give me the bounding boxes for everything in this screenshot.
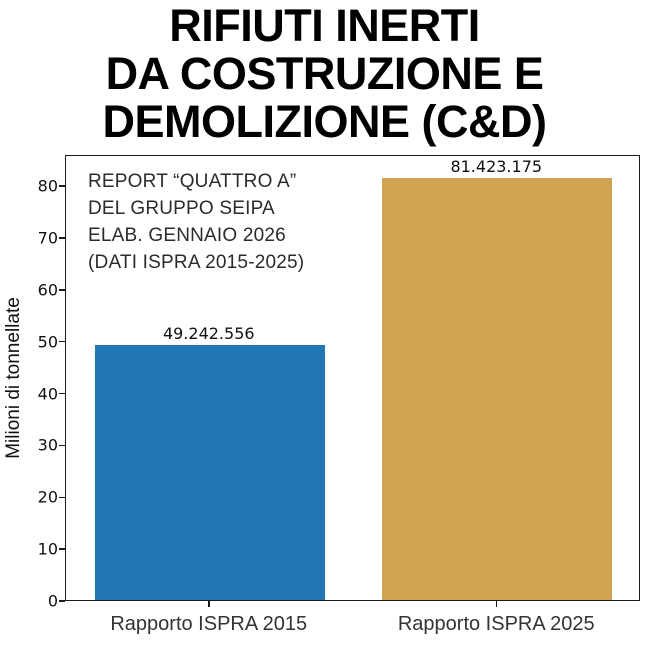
y-tick-mark (59, 185, 65, 187)
y-tick-mark (59, 289, 65, 291)
y-tick-mark (59, 444, 65, 447)
annotation-line-3: ELAB. GENNAIO 2026 (88, 225, 286, 246)
y-tick-mark (59, 237, 65, 239)
x-tick-label-1: Rapporto ISPRA 2015 (110, 613, 308, 635)
chart-title-line-1: RIFIUTI INERTI (169, 0, 480, 51)
x-tick-label-2: Rapporto ISPRA 2025 (397, 613, 595, 635)
y-tick-label-60: 60 (37, 280, 58, 300)
y-tick-label-20: 20 (37, 487, 58, 507)
y-tick-mark (59, 392, 65, 395)
x-tick-mark (495, 601, 497, 607)
y-tick-label-80: 80 (37, 176, 58, 196)
bar-rapporto-ispra-2025 (382, 177, 613, 600)
bar-value-label-1: 49.242.556 (162, 323, 255, 343)
chart-title-line-2: DA COSTRUZIONE E (105, 48, 544, 99)
y-tick-label-0: 0 (47, 591, 58, 611)
y-tick-label-40: 40 (37, 384, 58, 404)
plot-area (65, 155, 640, 601)
y-tick-label-10: 10 (37, 539, 58, 559)
annotation-line-1: REPORT “QUATTRO A” (88, 171, 297, 192)
chart-title-line-3: DEMOLIZIONE (C&D) (102, 96, 547, 147)
bar-rapporto-ispra-2015 (94, 344, 325, 600)
y-axis-label: Milioni di tonnellate (3, 297, 24, 459)
y-tick-mark (59, 600, 65, 602)
y-tick-label-50: 50 (37, 332, 58, 352)
annotation-line-2: DEL GRUPPO SEIPA (88, 198, 275, 219)
y-tick-mark (59, 548, 65, 550)
y-tick-label-30: 30 (37, 435, 58, 455)
annotation-line-4: (DATI ISPRA 2015-2025) (88, 252, 305, 273)
annotation-text: REPORT “QUATTRO A” DEL GRUPPO SEIPA ELAB… (88, 168, 304, 276)
y-tick-mark (59, 340, 65, 343)
y-tick-mark (59, 496, 65, 499)
x-tick-mark (208, 601, 210, 607)
chart-title: RIFIUTI INERTI DA COSTRUZIONE E DEMOLIZI… (0, 2, 649, 146)
y-tick-label-70: 70 (37, 228, 58, 248)
bar-value-label-2: 81.423.175 (450, 156, 543, 176)
